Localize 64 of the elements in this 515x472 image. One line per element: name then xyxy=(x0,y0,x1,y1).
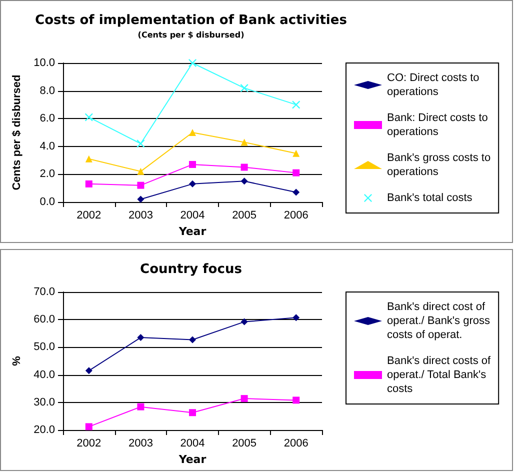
legend-label: Bank's total costs xyxy=(387,192,473,204)
point xyxy=(240,138,248,146)
point xyxy=(189,160,196,168)
x-tick-label: 2002 xyxy=(76,210,102,222)
point xyxy=(85,180,92,188)
y-tick-label: 70.0 xyxy=(34,286,55,298)
y-tick-label: 60.0 xyxy=(34,314,55,326)
y-axis-title: % xyxy=(11,356,24,366)
y-tick-label: 40.0 xyxy=(34,368,55,381)
legend-label: Bank's direct costs of operat./ Total Bank's costs xyxy=(387,355,492,395)
chart-title: Country focus xyxy=(140,262,242,277)
point xyxy=(85,423,92,430)
legend-label: CO: Direct costs to operations xyxy=(387,72,480,98)
point xyxy=(137,168,144,175)
point xyxy=(292,100,300,109)
y-tick-label: 8.0 xyxy=(40,84,55,97)
y-axis-title: Cents per $ disbursed xyxy=(11,74,24,190)
y-tick-label: 6.0 xyxy=(40,112,55,125)
point xyxy=(189,180,196,188)
point xyxy=(137,403,144,410)
point xyxy=(292,314,300,322)
y-tick-label: 50.0 xyxy=(34,341,55,354)
point xyxy=(240,318,248,326)
point xyxy=(137,182,144,189)
x-tick-label: 2002 xyxy=(76,438,102,450)
point xyxy=(136,140,145,148)
x-tick-label: 2004 xyxy=(180,210,205,222)
x-tick-label: 2006 xyxy=(284,210,308,222)
y-tick-label: 4.0 xyxy=(40,140,55,152)
point xyxy=(292,150,300,157)
y-tick-label: 20.0 xyxy=(34,424,55,436)
point xyxy=(189,129,196,136)
y-tick-label: 30.0 xyxy=(34,396,55,408)
chart-title: Costs of implementation of Bank activities xyxy=(35,13,348,28)
y-tick-label: 0.0 xyxy=(40,196,55,208)
legend-label: Bank's gross costs to operations xyxy=(387,152,491,178)
point xyxy=(292,188,300,196)
point xyxy=(189,409,196,416)
point xyxy=(240,164,248,171)
point xyxy=(85,155,92,162)
point xyxy=(240,178,248,185)
x-axis-title: Year xyxy=(178,452,207,466)
point xyxy=(189,336,196,344)
point xyxy=(137,196,144,203)
x-tick-label: 2005 xyxy=(232,210,257,222)
x-tick-label: 2003 xyxy=(128,210,153,222)
point xyxy=(84,113,93,122)
y-tick-label: 10.0 xyxy=(34,57,55,69)
point xyxy=(188,59,196,67)
y-tick-label: 2.0 xyxy=(40,168,55,180)
x-tick-label: 2006 xyxy=(284,438,308,450)
point xyxy=(240,395,248,402)
x-tick-label: 2004 xyxy=(180,438,205,450)
x-tick-label: 2005 xyxy=(232,438,257,450)
point xyxy=(292,169,300,176)
chart-subtitle: (Cents per $ disbursed) xyxy=(138,30,244,40)
x-axis-title: Year xyxy=(178,224,207,238)
point xyxy=(292,396,300,404)
legend-label: Bank: Direct costs to operations xyxy=(387,112,488,138)
point xyxy=(85,367,92,374)
point xyxy=(240,84,248,92)
x-tick-label: 2003 xyxy=(128,438,153,450)
legend-label: Bank's direct cost of operat./ Bank's gross costs of operat. xyxy=(387,301,490,341)
point xyxy=(137,334,144,342)
